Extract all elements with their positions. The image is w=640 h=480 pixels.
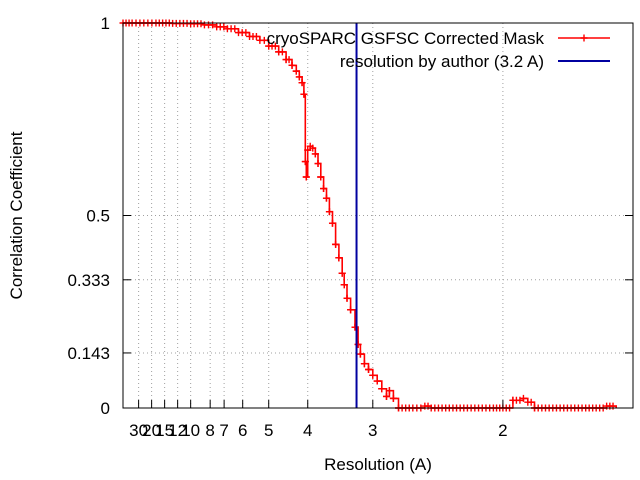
data-point-marker <box>347 306 355 314</box>
x-tick-label: 4 <box>303 421 312 440</box>
data-point-marker <box>317 173 325 181</box>
x-tick-label: 7 <box>219 421 228 440</box>
data-point-marker <box>332 240 340 248</box>
x-tick-label: 30 <box>129 421 148 440</box>
data-point-marker <box>365 366 373 373</box>
data-point-marker <box>300 90 308 98</box>
data-point-marker <box>285 56 293 64</box>
data-point-marker <box>373 377 381 385</box>
data-point-marker <box>369 371 377 379</box>
data-point-marker <box>314 160 322 168</box>
x-tick-label: 6 <box>238 421 247 440</box>
data-point-marker <box>311 150 319 158</box>
y-tick-label: 0 <box>101 399 110 418</box>
data-point-marker <box>385 387 393 395</box>
y-tick-label: 1 <box>101 14 110 33</box>
data-point-marker <box>220 23 228 31</box>
y-tick-label: 0.333 <box>67 271 110 290</box>
series-layer <box>119 19 617 412</box>
fsc-curve <box>123 22 617 409</box>
data-point-marker <box>301 158 309 166</box>
data-point-marker <box>378 385 386 393</box>
data-point-marker <box>382 392 390 400</box>
data-point-marker <box>197 20 205 28</box>
data-point-marker <box>298 79 306 87</box>
legend-label: resolution by author (3.2 A) <box>340 52 544 71</box>
x-tick-label: 2 <box>498 421 507 440</box>
data-point-marker <box>519 394 527 402</box>
x-tick-label: 20 <box>142 421 161 440</box>
y-axis-label: Correlation Coefficient <box>7 131 26 299</box>
data-point-marker <box>292 67 300 75</box>
data-point-marker <box>343 294 351 302</box>
data-point-marker <box>328 219 336 227</box>
data-point-marker <box>516 396 524 404</box>
data-point-marker <box>288 61 296 69</box>
data-point-marker <box>242 29 250 37</box>
data-point-marker <box>260 36 268 44</box>
data-point-marker <box>231 25 239 33</box>
grid <box>123 23 633 408</box>
x-axis-label: Resolution (A) <box>324 455 432 474</box>
data-point-marker <box>271 42 279 50</box>
data-point-marker <box>335 254 343 262</box>
x-tick-label: 10 <box>181 421 200 440</box>
data-point-marker <box>322 194 330 202</box>
data-point-marker <box>389 394 397 402</box>
data-point-marker <box>278 48 286 56</box>
data-point-marker <box>527 398 535 406</box>
y-tick-label: 0.5 <box>86 207 110 226</box>
data-point-marker <box>356 350 364 358</box>
data-point-marker <box>309 144 317 152</box>
data-point-marker <box>302 173 310 181</box>
data-point-marker <box>325 208 333 216</box>
legend-marker <box>580 34 588 42</box>
data-point-marker <box>360 360 368 368</box>
y-tick-label: 0.143 <box>67 344 110 363</box>
data-point-marker <box>295 73 303 81</box>
data-point-marker <box>609 402 617 410</box>
data-point-marker <box>320 185 328 193</box>
data-point-marker <box>304 146 312 154</box>
x-tick-label: 3 <box>368 421 377 440</box>
x-tick-label: 12 <box>168 421 187 440</box>
data-point-marker <box>338 269 346 277</box>
x-tick-label: 5 <box>264 421 273 440</box>
legend: cryoSPARC GSFSC Corrected Mask resolution… <box>267 29 620 71</box>
x-tick-label: 15 <box>155 421 174 440</box>
legend-label: cryoSPARC GSFSC Corrected Mask <box>267 29 545 48</box>
x-tick-label: 8 <box>205 421 214 440</box>
data-point-marker <box>252 32 260 40</box>
data-point-marker <box>340 281 348 289</box>
